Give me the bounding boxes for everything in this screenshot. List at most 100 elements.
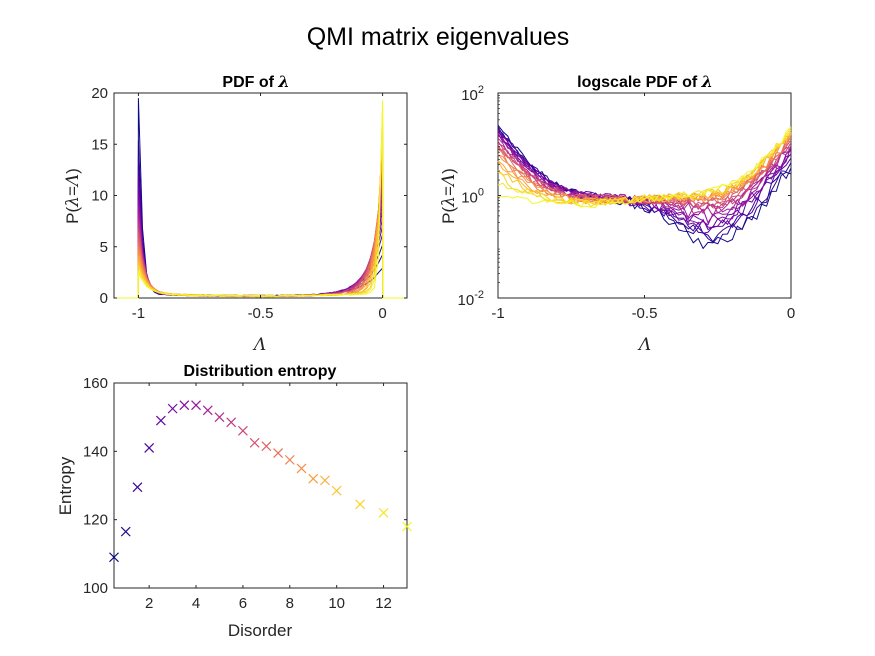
logpdf-series-line bbox=[497, 137, 792, 208]
entropy-point bbox=[261, 441, 272, 452]
pdf-panel-title: PDF of λ bbox=[222, 72, 289, 91]
entropy-point bbox=[355, 499, 366, 510]
entropy-ytick-label: 140 bbox=[83, 443, 108, 460]
logpdf-ytick-exponent: -2 bbox=[474, 289, 484, 301]
entropy-point bbox=[155, 415, 166, 426]
entropy-point-stroke-b bbox=[132, 482, 143, 493]
logpdf-ytick-base: 10 bbox=[458, 292, 475, 309]
entropy-xtick-label: 4 bbox=[192, 595, 200, 612]
entropy-points-group bbox=[109, 400, 412, 563]
entropy-point-stroke-b bbox=[191, 400, 201, 411]
entropy-point-stroke-b bbox=[120, 526, 131, 537]
pdf-ylabel-close: ) bbox=[63, 168, 82, 174]
entropy-point-stroke-b bbox=[261, 441, 272, 452]
pdf-ylabel-eq: = bbox=[63, 186, 82, 196]
pdf-plot-area bbox=[113, 92, 408, 299]
entropy-point bbox=[132, 482, 143, 493]
entropy-point bbox=[191, 400, 201, 411]
logpdf-series-group bbox=[497, 124, 792, 250]
entropy-point bbox=[402, 521, 412, 532]
pdf-xtick-label: 0 bbox=[378, 305, 386, 322]
entropy-point-stroke-b bbox=[402, 521, 412, 532]
entropy-point bbox=[320, 475, 330, 486]
entropy-xtick-label: 6 bbox=[239, 595, 247, 612]
entropy-point-stroke-b bbox=[109, 552, 119, 563]
entropy-point bbox=[179, 400, 190, 411]
entropy-point-stroke-b bbox=[226, 417, 237, 428]
logpdf-xtick-label: 0 bbox=[787, 305, 795, 322]
logpdf-xtick-label: -0.5 bbox=[632, 305, 658, 322]
entropy-point-stroke-b bbox=[331, 485, 342, 496]
logpdf-series-line bbox=[497, 133, 792, 206]
logpdf-ylabel-eq: = bbox=[439, 186, 458, 196]
entropy-point-stroke-b bbox=[144, 442, 155, 453]
entropy-plot-area bbox=[113, 382, 408, 589]
entropy-point-stroke-b bbox=[249, 437, 260, 448]
pdf-y-axis-label: P(λ=Λ) bbox=[63, 168, 83, 224]
entropy-y-axis-label: Entropy bbox=[56, 456, 75, 515]
entropy-point bbox=[226, 417, 237, 428]
entropy-point-stroke-b bbox=[214, 412, 225, 423]
entropy-x-axis-label: Disorder bbox=[228, 621, 293, 640]
entropy-xtick-label: 12 bbox=[375, 595, 392, 612]
logpdf-ytick-base: 10 bbox=[461, 190, 478, 207]
pdf-ytick-label: 5 bbox=[100, 239, 108, 256]
logpdf-series-line bbox=[497, 139, 792, 204]
logpdf-ylabel-close: ) bbox=[439, 168, 458, 174]
entropy-point bbox=[120, 526, 131, 537]
entropy-point-stroke-b bbox=[237, 425, 248, 436]
pdf-title-text: PDF of bbox=[222, 74, 278, 91]
pdf-ytick-label: 10 bbox=[91, 188, 108, 205]
entropy-point-stroke-b bbox=[155, 415, 166, 426]
entropy-point-stroke-b bbox=[308, 473, 319, 484]
entropy-ytick-label: 100 bbox=[83, 580, 108, 597]
pdf-xtick-label: -0.5 bbox=[248, 305, 274, 322]
entropy-ticks: 2 4 6 8 10 12 100 120 140 160 bbox=[83, 375, 407, 612]
pdf-x-axis-label: Λ bbox=[252, 335, 266, 355]
entropy-point-stroke-b bbox=[355, 499, 366, 510]
entropy-point bbox=[249, 437, 260, 448]
logpdf-ylabel-p: P( bbox=[439, 206, 458, 223]
entropy-point-stroke-b bbox=[320, 475, 330, 486]
pdf-ytick-label: 15 bbox=[91, 136, 108, 153]
logpdf-ytick-base: 10 bbox=[461, 87, 478, 104]
figure-title: QMI matrix eigenvalues bbox=[307, 23, 570, 51]
logpdf-ytick-label: 102 bbox=[461, 84, 484, 104]
entropy-xtick-label: 2 bbox=[145, 595, 153, 612]
logpdf-ytick-label: 100 bbox=[461, 187, 484, 207]
logpdf-xtick-label: -1 bbox=[491, 305, 504, 322]
pdf-xtick-label: -1 bbox=[132, 305, 145, 322]
pdf-ytick-label: 20 bbox=[91, 85, 108, 102]
logpdf-ytick-exponent: 2 bbox=[478, 84, 484, 96]
entropy-point bbox=[214, 412, 225, 423]
entropy-point bbox=[167, 403, 178, 414]
entropy-point bbox=[308, 473, 319, 484]
logpdf-series-line bbox=[497, 126, 792, 208]
logpdf-panel-title: logscale PDF of λ bbox=[577, 72, 713, 91]
entropy-point-stroke-b bbox=[179, 400, 190, 411]
logpdf-title-text: logscale PDF of bbox=[577, 74, 701, 91]
logpdf-series-line bbox=[497, 137, 792, 205]
entropy-point-stroke-b bbox=[273, 448, 284, 458]
logpdf-series-line bbox=[497, 134, 792, 205]
entropy-point bbox=[284, 454, 295, 465]
entropy-point bbox=[237, 425, 248, 436]
entropy-panel-title: Distribution entropy bbox=[184, 363, 337, 380]
logpdf-series-line bbox=[497, 140, 792, 211]
entropy-point-stroke-b bbox=[202, 405, 213, 416]
logpdf-series-line bbox=[497, 132, 792, 206]
entropy-point-stroke-b bbox=[167, 403, 178, 414]
pdf-title-symbol: λ bbox=[277, 72, 289, 91]
entropy-point bbox=[331, 485, 342, 496]
logpdf-ylabel-lambda: λ bbox=[439, 196, 459, 208]
entropy-point-stroke-b bbox=[378, 507, 389, 518]
entropy-point bbox=[202, 405, 213, 416]
pdf-ylabel-p: P( bbox=[63, 206, 82, 223]
entropy-point bbox=[273, 448, 284, 458]
entropy-xtick-label: 10 bbox=[328, 595, 345, 612]
logpdf-y-axis-label: P(λ=Λ) bbox=[439, 168, 459, 224]
